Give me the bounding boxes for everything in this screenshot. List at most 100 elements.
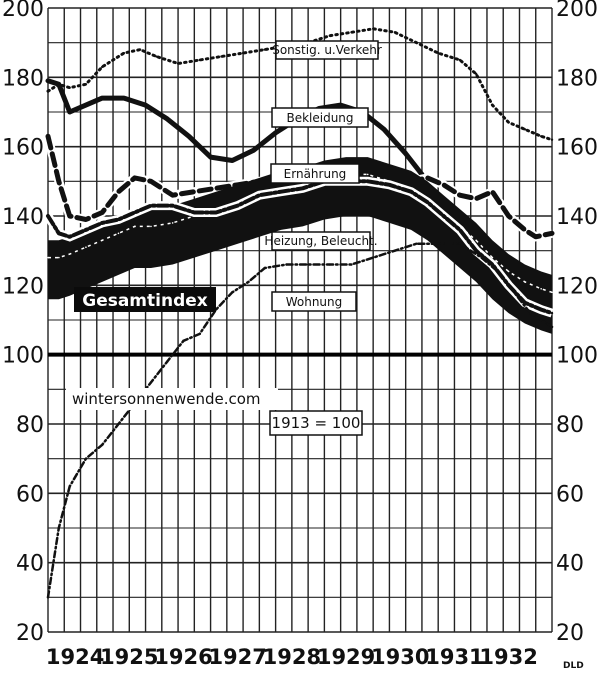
data-point [236,204,239,207]
data-point [214,211,218,214]
data-point [46,596,50,599]
data-point [171,204,174,207]
data-point [220,55,223,58]
data-point [84,457,88,460]
data-point [458,58,462,62]
data-point [436,51,440,55]
y-tick-label: 60 [556,482,584,507]
data-point [507,121,510,124]
y-tick-label: 200 [2,0,44,22]
data-point [85,246,87,248]
x-tick-label: 1931 [425,645,483,669]
data-point [100,443,104,446]
data-point [68,86,71,89]
y-tick-label: 80 [556,413,584,438]
data-point [507,270,510,273]
base-note: 1913 = 100 [272,414,361,432]
data-point [117,232,120,235]
data-point [263,266,266,270]
data-point [166,360,169,363]
data-point [171,222,174,224]
y-tick-label: 100 [2,344,44,369]
data-point [133,176,136,180]
y-tick-label: 180 [2,66,44,91]
data-point [442,214,445,218]
data-point [480,256,483,259]
label-box-wohnung: Wohnung [271,291,357,312]
label-box-bekleidung: Bekleidung [271,107,369,128]
data-point [100,65,104,69]
data-point [150,225,152,228]
data-point [100,211,104,214]
data-point [133,211,136,214]
data-point [263,48,266,51]
data-point [539,308,543,311]
data-point [68,485,71,488]
data-point [187,135,191,138]
data-point [258,194,261,197]
data-point [550,311,554,315]
label-ernaehrung: Ernährung [284,167,347,181]
data-point [84,228,88,232]
y-tick-label: 20 [16,621,44,646]
data-point [350,263,353,266]
y-tick-label: 120 [2,274,44,299]
data-point [507,214,510,218]
data-point [523,128,527,131]
data-point [393,249,397,252]
annotations: Sonstig. u.Verkehr Bekleidung Ernährung … [66,40,584,671]
data-point [491,190,494,193]
data-point [214,187,218,190]
data-point [550,325,554,329]
data-point [68,235,71,238]
data-point [474,72,478,76]
data-point [46,79,50,83]
data-point [68,253,71,255]
data-point [540,288,542,290]
y-axis-right: 20 40 60 80 100 120 140 160 180 200 [556,0,598,646]
data-point [274,131,277,134]
watermark: wintersonnenwende.com [72,390,261,408]
data-point [393,31,397,34]
label-box-gesamtindex: Gesamtindex [74,287,216,312]
data-point [155,55,158,58]
data-point [198,332,201,336]
data-point [458,228,462,232]
data-point [491,256,494,259]
data-point [231,291,234,294]
y-tick-label: 200 [556,0,598,22]
label-box-heizung: Heizung, Beleucht. [264,231,378,251]
data-point [426,200,429,204]
data-point [442,183,445,186]
data-point [426,176,429,180]
data-point [46,135,50,138]
data-point [117,218,120,221]
data-point [176,62,180,65]
y-tick-label: 40 [556,552,584,577]
data-point [409,190,413,193]
base-note-box: 1913 = 100 [269,410,363,436]
data-point [550,138,554,141]
data-point [100,221,104,225]
data-point [117,422,120,426]
series-ernährung-line [45,133,555,240]
label-box-ernaehrung: Ernährung [270,163,360,184]
y-tick-label: 180 [556,66,598,91]
data-point [133,225,136,228]
label-box-sonstig: Sonstig. u.Verkehr [272,40,382,60]
data-point [491,263,494,266]
data-point [57,232,61,235]
x-tick-label: 1929 [317,645,375,669]
data-point [100,96,104,100]
data-point [84,218,88,221]
data-point [539,135,543,138]
data-point [496,270,500,273]
data-point [193,190,196,193]
x-tick-label: 1932 [479,645,537,669]
y-tick-label: 40 [16,552,44,577]
data-point [46,90,50,93]
data-point [171,194,174,197]
data-point [138,48,142,51]
data-point [551,291,553,294]
